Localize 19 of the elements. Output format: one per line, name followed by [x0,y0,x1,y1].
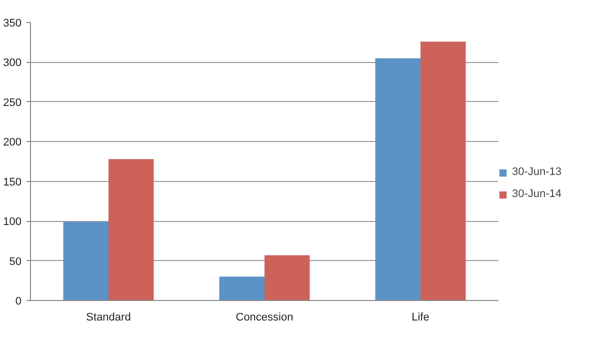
bar [219,276,264,300]
bar [108,159,154,300]
y-tick-label: 50 [9,256,22,268]
bar [63,222,108,300]
y-tick-label: 150 [3,176,22,188]
y-tick-label: 0 [15,296,22,308]
x-tick-label: Standard [86,312,131,324]
y-tick-label: 200 [3,136,22,149]
bar [375,58,420,300]
bar [264,255,310,300]
y-tick-label: 300 [3,57,22,70]
y-tick-label: 350 [3,18,22,30]
y-tick-label: 100 [3,216,22,228]
y-tick-label: 250 [3,96,22,109]
legend-label: 30-Jun-14 [512,188,562,200]
x-tick-label: Concession [236,312,294,324]
legend-label: 30-Jun-13 [512,166,562,178]
bar [420,42,466,300]
x-tick-label: Life [412,312,430,324]
